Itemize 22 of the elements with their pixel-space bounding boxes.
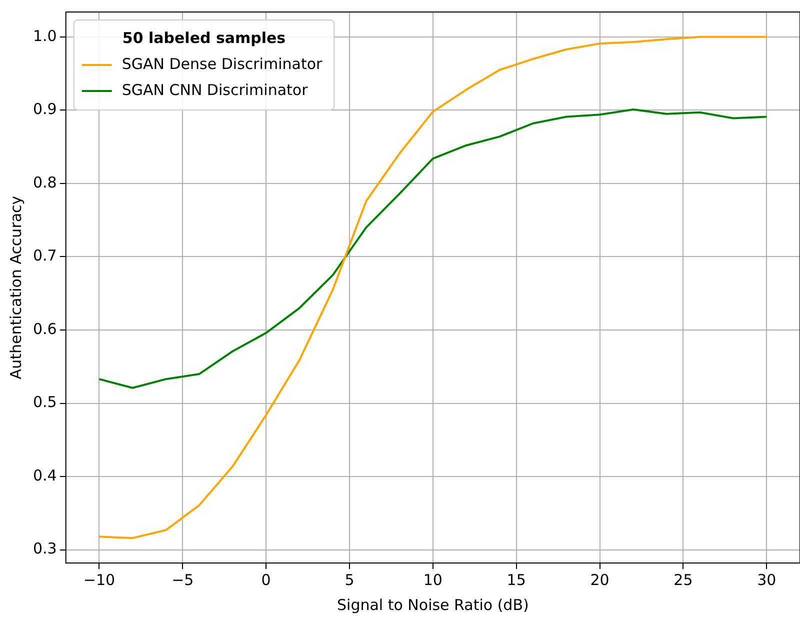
x-tick-label: 25 bbox=[674, 570, 693, 589]
legend-label: SGAN Dense Discriminator bbox=[122, 54, 323, 73]
x-tick-label: 30 bbox=[757, 570, 776, 589]
y-tick-label: 0.8 bbox=[32, 173, 57, 192]
x-tick-label: 5 bbox=[344, 570, 354, 589]
x-tick-label: 15 bbox=[506, 570, 526, 589]
y-tick-label: 0.6 bbox=[32, 320, 57, 338]
y-tick-label: 0.9 bbox=[32, 100, 57, 118]
x-tick-label: 20 bbox=[590, 570, 610, 589]
y-tick-label: 0.4 bbox=[32, 466, 57, 484]
y-tick-label: 0.5 bbox=[32, 393, 57, 412]
x-tick-label: −5 bbox=[172, 570, 194, 589]
legend-label: SGAN CNN Discriminator bbox=[122, 80, 309, 99]
x-tick-label: 10 bbox=[423, 570, 442, 589]
y-tick-label: 1.0 bbox=[32, 26, 57, 45]
x-tick-label: −10 bbox=[83, 570, 116, 589]
y-axis-title: Authentication Accuracy bbox=[6, 196, 25, 380]
legend-title: 50 labeled samples bbox=[122, 28, 286, 47]
x-tick-label: 0 bbox=[261, 570, 271, 589]
x-axis-title: Signal to Noise Ratio (dB) bbox=[337, 596, 529, 614]
y-tick-label: 0.3 bbox=[32, 540, 57, 558]
y-tick-label: 0.7 bbox=[32, 246, 57, 265]
